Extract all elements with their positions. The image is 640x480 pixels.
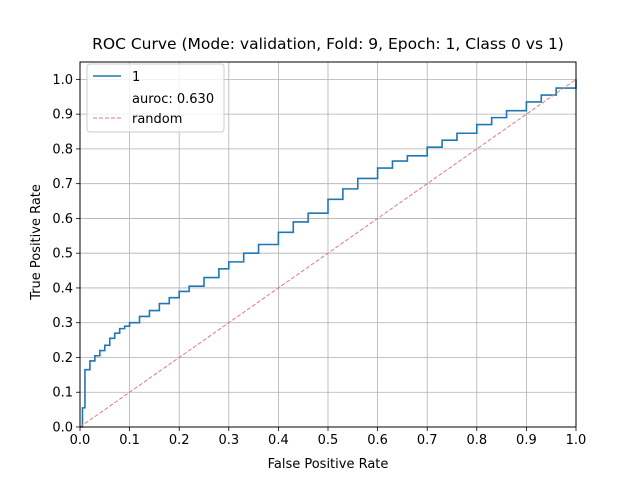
x-tick-label: 0.6	[367, 433, 388, 448]
y-tick-label: 0.3	[52, 316, 73, 331]
y-axis-label: True Positive Rate	[29, 184, 44, 301]
y-tick-label: 0.4	[52, 281, 73, 296]
x-tick-label: 0.5	[318, 433, 339, 448]
series-layer	[79, 78, 577, 428]
y-tick-label: 0.9	[52, 108, 73, 123]
y-tick-label: 0.1	[52, 386, 73, 401]
legend-box	[86, 63, 225, 133]
x-tick-label: 0.9	[516, 433, 537, 448]
chart-title: ROC Curve (Mode: validation, Fold: 9, Ep…	[92, 35, 564, 53]
x-tick-label: 0.1	[119, 433, 140, 448]
y-tick-label: 0.7	[52, 177, 73, 192]
x-tick-label: 0.4	[268, 433, 289, 448]
x-tick-label: 0.2	[169, 433, 190, 448]
series-line-random	[79, 78, 577, 428]
legend-label-auroc: auroc: 0.630	[132, 92, 214, 107]
legend-label-series-1: 1	[132, 70, 140, 85]
y-tick-label: 0.0	[52, 421, 73, 436]
x-tick-label: 0.0	[70, 433, 91, 448]
legend-label-random: random	[132, 112, 182, 127]
x-tick-label: 0.8	[466, 433, 487, 448]
y-tick-label: 1.0	[52, 73, 73, 88]
y-tick-label: 0.2	[52, 351, 73, 366]
x-tick-label: 0.7	[417, 433, 438, 448]
y-tick-label: 0.5	[52, 247, 73, 262]
x-axis-label: False Positive Rate	[268, 457, 389, 472]
tick-layer: 0.0 0.1 0.2 0.3 0.4 0.5 0.6 0.7 0.8 0.9 1.0 0.0 0.1 0…	[52, 73, 586, 448]
y-tick-label: 0.8	[52, 142, 73, 157]
series-line-1	[80, 79, 577, 428]
x-tick-label: 0.3	[218, 433, 239, 448]
x-tick-label: 1.0	[566, 433, 587, 448]
y-tick-label: 0.6	[52, 212, 73, 227]
legend: 1 auroc: 0.630 random	[86, 63, 225, 133]
